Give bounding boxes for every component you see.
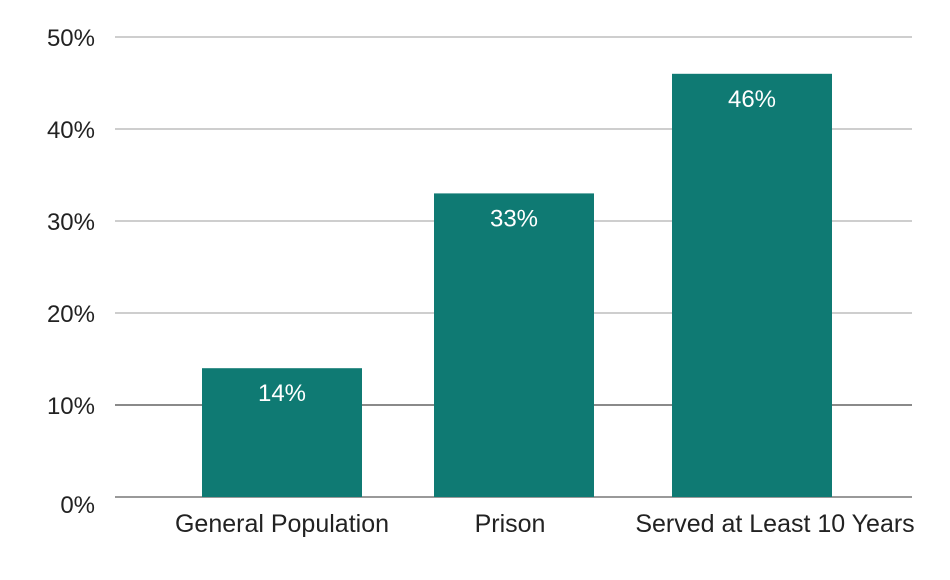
y-tick-label: 30% [47, 209, 95, 236]
bar [202, 368, 362, 497]
y-tick-label: 20% [47, 301, 95, 328]
data-label: 14% [258, 380, 306, 407]
x-tick-label: Served at Least 10 Years [635, 510, 914, 538]
bar [672, 73, 832, 498]
x-tick-label: General Population [175, 510, 389, 538]
data-label: 46% [728, 86, 776, 113]
y-tick-label: 10% [47, 393, 95, 420]
y-tick-label: 50% [47, 25, 95, 52]
y-tick-label: 0% [60, 492, 95, 519]
y-tick-label: 40% [47, 117, 95, 144]
bar [434, 193, 594, 497]
data-label: 33% [490, 205, 538, 232]
x-tick-label: Prison [475, 510, 546, 538]
